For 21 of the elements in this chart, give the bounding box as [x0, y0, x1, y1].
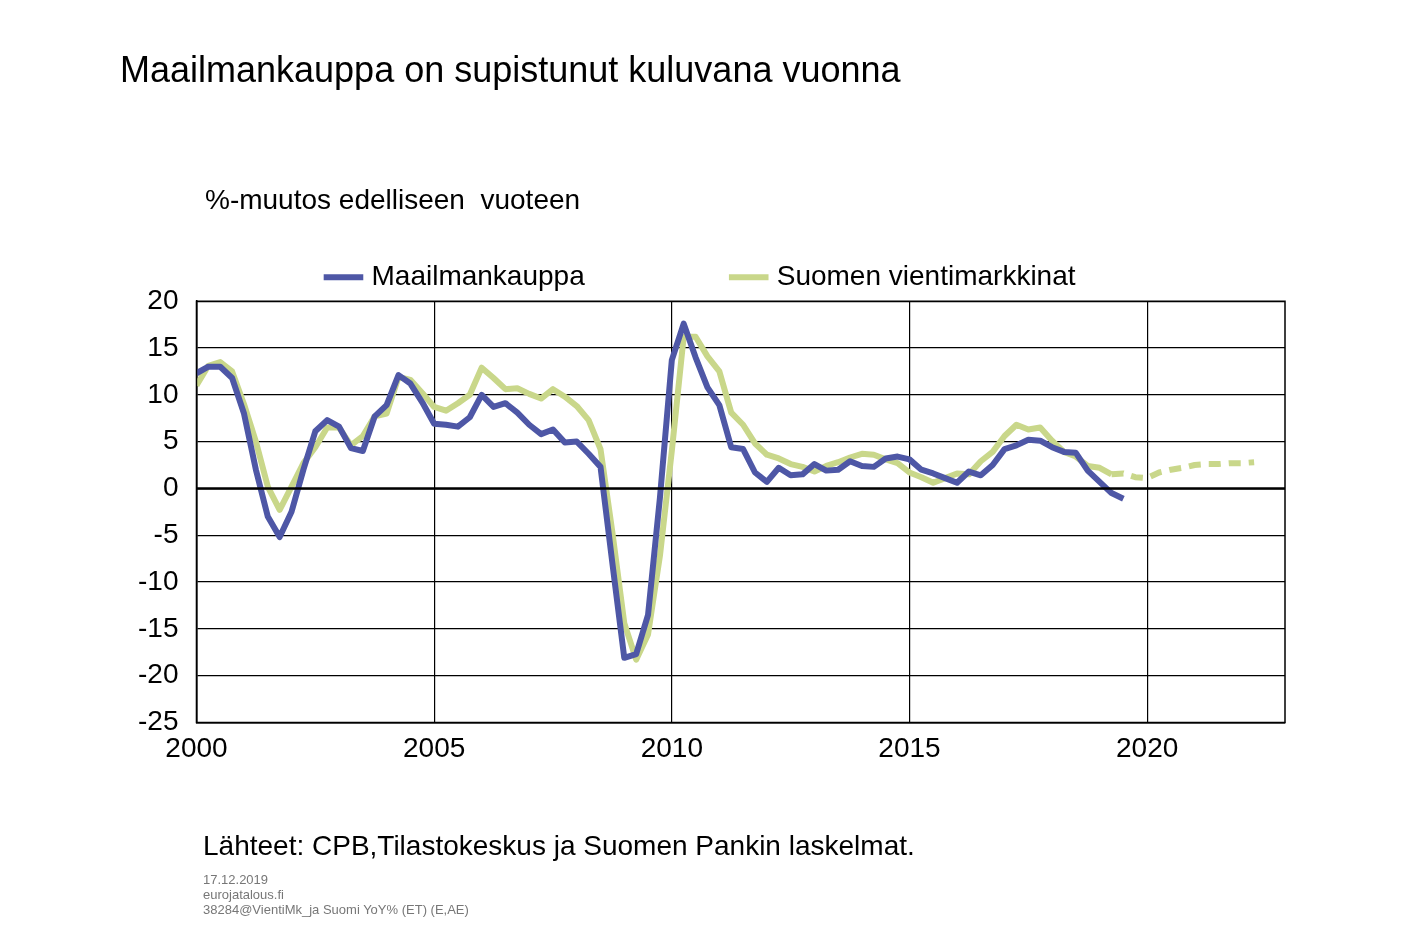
- y-tick-label: -5: [153, 517, 179, 549]
- legend-label: Maailmankauppa: [371, 259, 586, 291]
- chart-title: Maailmankauppa on supistunut kuluvana vuonna: [120, 48, 902, 90]
- y-tick-label: 10: [147, 377, 179, 409]
- text: 38284@VientiMk_ja Suomi YoY% (ET) (E,AE): [203, 902, 470, 917]
- y-axis-title: %-muutos edelliseen vuoteen: [205, 184, 581, 216]
- x-tick-label: 2010: [640, 731, 703, 763]
- y-tick-label: 15: [147, 330, 179, 362]
- x-tick-label: 2005: [402, 731, 466, 763]
- text: 17.12.2019: [203, 872, 270, 887]
- y-tick-label: -15: [138, 611, 179, 643]
- x-tick-label: 2015: [878, 731, 941, 763]
- legend-label: Suomen vientimarkkinat: [776, 259, 1076, 291]
- y-tick-label: -10: [138, 564, 179, 596]
- y-tick-label: 20: [147, 283, 179, 315]
- x-tick-label: 2020: [1116, 731, 1179, 763]
- y-tick-label: 5: [162, 424, 179, 456]
- text: eurojatalous.fi: [203, 887, 285, 902]
- y-tick-label: 0: [162, 471, 179, 503]
- y-tick-label: -20: [138, 658, 179, 690]
- text: Lähteet: CPB,Tilastokeskus ja Suomen Pankin laskelmat.: [203, 830, 915, 862]
